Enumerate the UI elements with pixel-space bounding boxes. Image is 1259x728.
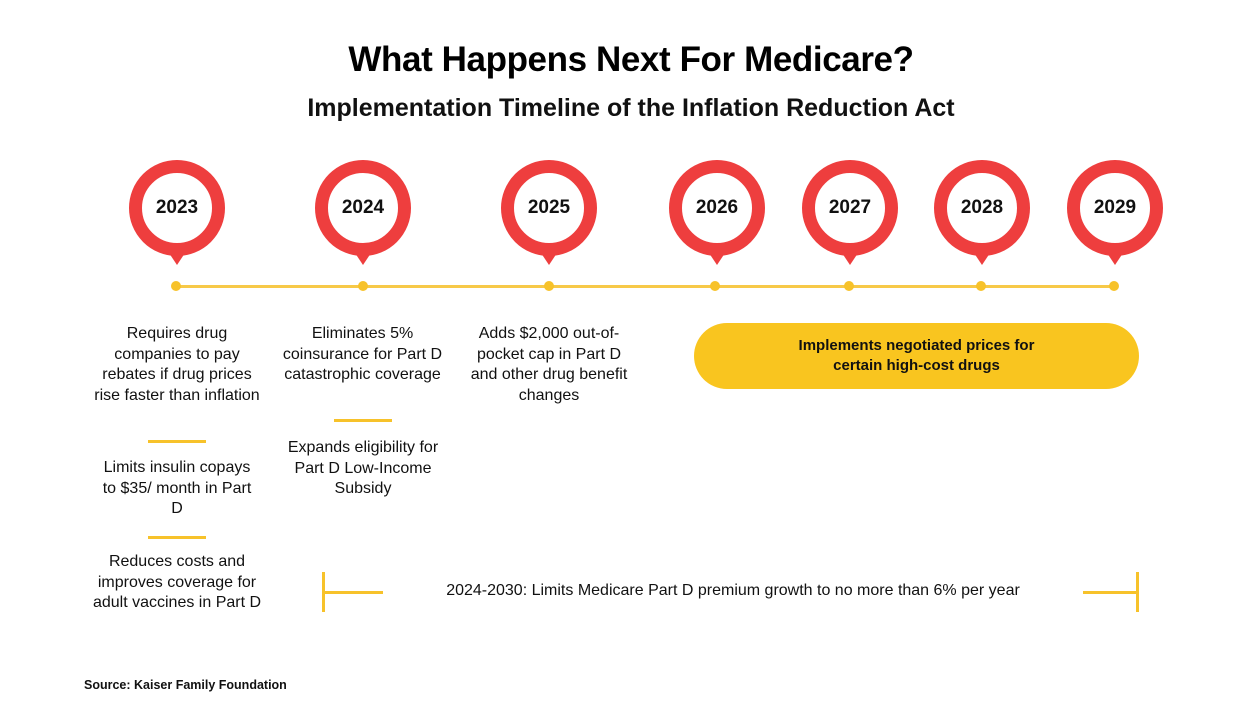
source-note: Source: Kaiser Family Foundation [84,678,287,692]
separator [148,440,206,443]
event-2023-insulin: Limits insulin copays to $35/ month in P… [102,459,252,517]
year-pin-2027: 2027 [802,160,898,268]
year-pin-2024: 2024 [315,160,411,268]
timeline-dot-2026 [710,281,720,291]
pin-tip [537,247,561,265]
year-pin-2025: 2025 [501,160,597,268]
page-title: What Happens Next For Medicare? [348,40,914,79]
page-subtitle: Implementation Timeline of the Inflation… [307,94,955,122]
event-2024-lis: Expands eligibility for Part D Low-Incom… [287,439,439,497]
event-2023-rebates: Requires drug companies to pay rebates i… [94,325,260,404]
event-2025-cap: Adds $2,000 out-of-pocket cap in Part D … [470,325,628,404]
pin-tip [1103,247,1127,265]
year-label: 2024 [341,197,385,218]
range-bracket-end-line [1083,591,1139,594]
range-bracket-end [1136,572,1139,612]
separator [148,536,206,539]
event-2023-vaccines: Reduces costs and improves coverage for … [92,553,262,611]
year-pin-2028: 2028 [934,160,1030,268]
negotiated-prices-text: Implements negotiated prices for certain… [798,336,1035,375]
pin-tip [838,247,862,265]
timeline-dot-2023 [171,281,181,291]
pin-tip [165,247,189,265]
year-label: 2026 [695,197,739,218]
year-pin-2026: 2026 [669,160,765,268]
year-pin-2023: 2023 [129,160,225,268]
timeline-line [176,285,1114,288]
premium-growth-range-label: 2024-2030: Limits Medicare Part D premiu… [446,582,1020,599]
year-label: 2023 [155,197,199,218]
timeline-dot-2024 [358,281,368,291]
timeline-dot-2027 [844,281,854,291]
year-label: 2027 [828,197,872,218]
negotiated-prices-banner: Implements negotiated prices for certain… [694,323,1139,389]
pin-tip [351,247,375,265]
pin-tip [705,247,729,265]
range-bracket-start-line [322,591,383,594]
timeline-dot-2028 [976,281,986,291]
separator [334,419,392,422]
pin-tip [970,247,994,265]
year-pin-2029: 2029 [1067,160,1163,268]
event-2024-coinsurance: Eliminates 5% coinsurance for Part D cat… [282,325,443,383]
timeline-dot-2025 [544,281,554,291]
year-label: 2029 [1093,197,1137,218]
year-label: 2028 [960,197,1004,218]
timeline-dot-2029 [1109,281,1119,291]
year-label: 2025 [527,197,571,218]
